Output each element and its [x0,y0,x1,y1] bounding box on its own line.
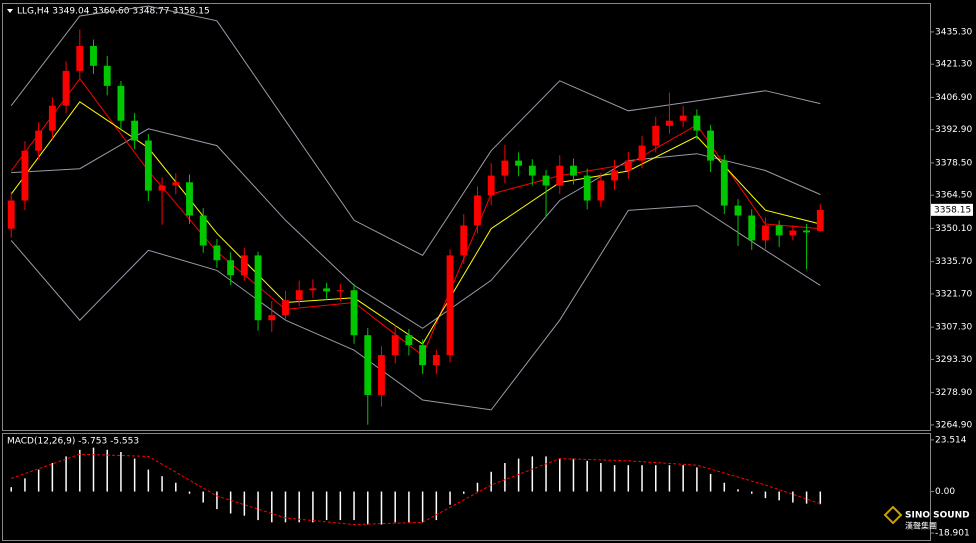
candle-body [268,315,276,321]
candle-body [762,225,769,241]
candle-body [309,288,317,291]
y-tick-label: 3364.50 [935,191,972,201]
indicator-line [11,128,821,329]
candle-body [583,175,591,201]
candle-body [48,105,56,131]
y-tick-label: 3264.90 [935,420,972,430]
candle-body [542,175,550,186]
macd-panel [2,433,931,541]
y-tick-label: 3278.90 [935,388,972,398]
candle-body [652,125,660,146]
candle-body [707,130,715,161]
candle-body [282,300,289,316]
candle-body [90,45,97,66]
candle-body [789,230,797,236]
candle-body [734,205,742,216]
candle-body [638,145,646,161]
y-tick-label: 3392.90 [935,125,972,135]
signal-line [11,453,821,526]
candle-body [144,140,152,191]
logo-subtext: 漢聲集團 [905,521,937,531]
candle-body [432,355,440,366]
candle-body [775,225,783,236]
candle-body [624,160,632,171]
candle-body [693,115,701,131]
y-tick-label: 3307.30 [935,323,972,333]
candle-body [199,215,207,246]
y-tick-label: 3435.30 [935,27,972,37]
y-tick-label: 23.514 [935,435,967,445]
y-tick-label: 3421.30 [935,60,972,70]
candle-body [117,85,125,121]
y-tick-label: 3350.10 [935,224,972,234]
candle-body [158,185,166,191]
candle-body [186,182,193,216]
y-tick-label: 3321.70 [935,289,972,299]
candle-body [76,45,84,71]
candle-body [336,290,344,292]
candle-body [21,150,29,201]
price-tag-label: 3358.15 [934,205,971,215]
candle-body [611,170,619,181]
candle-body [103,65,111,86]
candle-body [446,255,454,356]
candle-body [487,175,495,196]
candle-body [474,195,481,226]
candle-body [7,200,15,229]
candle-body [240,255,248,276]
candle-body [405,335,413,346]
candle-body [323,288,331,292]
candle-body [666,120,673,126]
candle-body [391,335,399,356]
y-tick-label: 0.00 [935,487,955,497]
logo: SINO SOUND 漢聲集團 [883,505,970,531]
indicator-line [10,5,821,257]
candle-body [720,160,728,206]
y-tick-label: 3293.30 [935,355,972,365]
menu-arrow [7,9,13,13]
main-panel [2,3,931,431]
logo-text: SINO SOUND [905,511,970,521]
logo-icon [883,505,903,525]
candle-body [227,260,235,276]
y-tick-label: 3406.90 [935,93,972,103]
candle-body [213,245,221,261]
candle-body [172,182,180,186]
candle-body [131,120,139,141]
macd-title: MACD(12,26,9) -5.753 -5.553 [7,437,139,447]
y-tick-label: 3335.70 [935,257,972,267]
candle-body [62,70,70,106]
candle-body [378,355,385,395]
candle-body [364,335,372,395]
candle-body [501,160,509,176]
candle-body [515,160,523,166]
y-tick-label: 3378.50 [935,158,972,168]
candle-body [419,345,427,366]
candle-body [803,230,811,233]
candle-body [556,165,564,186]
candle-body [679,115,687,121]
candle-body [460,225,468,256]
y-tick-label: -18.901 [935,529,970,539]
candle-body [748,215,756,241]
price-tag [931,203,973,216]
indicator-line [10,205,821,411]
candle-body [295,290,303,301]
candle-body [254,255,262,321]
candle-body [597,180,605,201]
candle-body [350,290,358,336]
candle-body [816,209,824,231]
candle-body [528,165,536,176]
candle-body [570,165,577,176]
candle-body [35,130,43,151]
